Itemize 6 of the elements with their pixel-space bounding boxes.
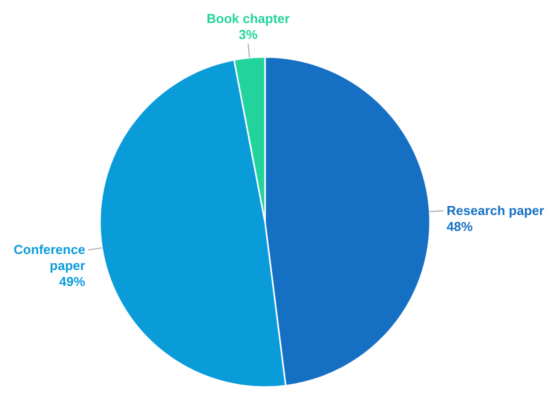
slice-label: Book chapter: [206, 10, 290, 26]
slice-label: Research paper: [446, 202, 544, 218]
data-label: 48%: [446, 218, 474, 234]
data-label: 49%: [59, 274, 86, 289]
data-label: 3%: [238, 26, 258, 42]
slice-label: Conference paper: [14, 242, 86, 273]
